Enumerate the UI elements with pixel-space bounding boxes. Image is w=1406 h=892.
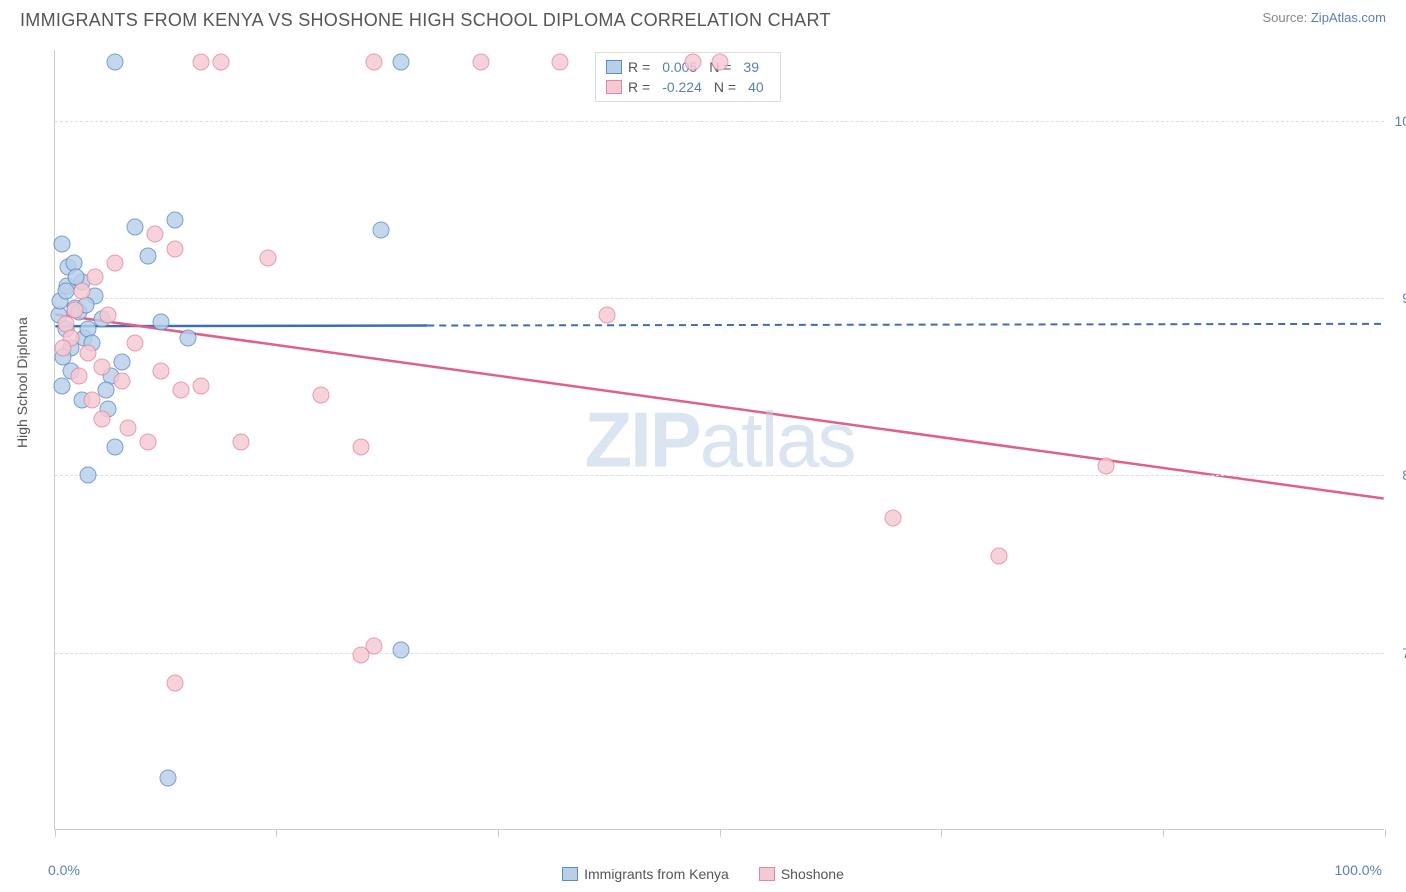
data-point-shoshone: [598, 306, 615, 323]
data-point-kenya: [113, 354, 130, 371]
data-point-shoshone: [213, 53, 230, 70]
data-point-shoshone: [352, 439, 369, 456]
x-tick: [1163, 829, 1164, 837]
legend-r-label: R =: [628, 79, 650, 95]
data-point-shoshone: [84, 391, 101, 408]
x-tick: [941, 829, 942, 837]
data-point-shoshone: [259, 250, 276, 267]
gridline: [55, 653, 1384, 654]
data-point-shoshone: [146, 226, 163, 243]
data-point-kenya: [140, 247, 157, 264]
regression-line-shoshone: [55, 314, 1383, 498]
data-point-shoshone: [80, 344, 97, 361]
data-point-shoshone: [1097, 458, 1114, 475]
data-point-shoshone: [93, 410, 110, 427]
data-point-shoshone: [685, 53, 702, 70]
x-tick: [1385, 829, 1386, 837]
data-point-shoshone: [54, 339, 71, 356]
legend-series: Immigrants from Kenya Shoshone: [0, 866, 1406, 882]
x-tick: [276, 829, 277, 837]
source-attribution: Source: ZipAtlas.com: [1262, 10, 1386, 25]
data-point-kenya: [372, 221, 389, 238]
chart-plot-area: ZIPatlas R =0.005N =39R =-0.224N =40 100…: [54, 50, 1384, 830]
y-tick-label: 77.5%: [1402, 645, 1406, 661]
legend-r-label: R =: [628, 59, 650, 75]
y-tick-label: 85.0%: [1402, 467, 1406, 483]
data-point-kenya: [53, 377, 70, 394]
y-tick-label: 92.5%: [1402, 290, 1406, 306]
legend-n-label: N =: [714, 79, 736, 95]
data-point-kenya: [106, 53, 123, 70]
legend-n-value: 39: [737, 59, 765, 75]
data-point-kenya: [180, 330, 197, 347]
x-tick: [720, 829, 721, 837]
gridline: [55, 475, 1384, 476]
data-point-shoshone: [120, 420, 137, 437]
data-point-shoshone: [73, 283, 90, 300]
data-point-shoshone: [106, 254, 123, 271]
data-point-kenya: [160, 770, 177, 787]
data-point-kenya: [126, 219, 143, 236]
legend-swatch-shoshone: [606, 80, 622, 94]
legend-stats-row-shoshone: R = -0.224 N = 40: [606, 77, 770, 97]
legend-label: Immigrants from Kenya: [584, 866, 729, 882]
data-point-shoshone: [93, 358, 110, 375]
x-tick: [498, 829, 499, 837]
legend-swatch-kenya: [562, 867, 578, 881]
legend-label: Shoshone: [781, 866, 844, 882]
data-point-shoshone: [712, 53, 729, 70]
legend-swatch-shoshone: [759, 867, 775, 881]
data-point-shoshone: [193, 377, 210, 394]
data-point-shoshone: [113, 372, 130, 389]
data-point-shoshone: [70, 368, 87, 385]
legend-item-kenya: Immigrants from Kenya: [562, 866, 729, 882]
y-axis-label: High School Diploma: [14, 317, 30, 448]
legend-item-shoshone: Shoshone: [759, 866, 844, 882]
legend-n-value: 40: [742, 79, 770, 95]
data-point-shoshone: [126, 335, 143, 352]
data-point-kenya: [392, 53, 409, 70]
data-point-shoshone: [313, 387, 330, 404]
legend-swatch-kenya: [606, 60, 622, 74]
data-point-kenya: [57, 283, 74, 300]
regression-line-dashed-kenya: [427, 324, 1383, 326]
source-link[interactable]: ZipAtlas.com: [1311, 10, 1386, 25]
data-point-shoshone: [166, 675, 183, 692]
chart-title: IMMIGRANTS FROM KENYA VS SHOSHONE HIGH S…: [20, 10, 831, 31]
data-point-shoshone: [352, 647, 369, 664]
data-point-shoshone: [140, 434, 157, 451]
data-point-kenya: [153, 313, 170, 330]
data-point-shoshone: [552, 53, 569, 70]
regression-line-kenya: [55, 326, 427, 327]
gridline: [55, 298, 1384, 299]
data-point-shoshone: [366, 53, 383, 70]
x-tick: [55, 829, 56, 837]
gridline: [55, 121, 1384, 122]
data-point-shoshone: [193, 53, 210, 70]
data-point-kenya: [392, 642, 409, 659]
legend-r-value: -0.224: [656, 79, 708, 95]
source-prefix: Source:: [1262, 10, 1310, 25]
data-point-shoshone: [173, 382, 190, 399]
data-point-shoshone: [86, 268, 103, 285]
y-tick-label: 100.0%: [1395, 113, 1406, 129]
data-point-shoshone: [166, 240, 183, 257]
regression-lines-svg: [55, 50, 1384, 829]
data-point-shoshone: [884, 510, 901, 527]
data-point-kenya: [53, 235, 70, 252]
data-point-kenya: [106, 439, 123, 456]
data-point-shoshone: [153, 363, 170, 380]
data-point-shoshone: [100, 306, 117, 323]
data-point-kenya: [80, 467, 97, 484]
data-point-kenya: [166, 212, 183, 229]
data-point-shoshone: [233, 434, 250, 451]
data-point-shoshone: [472, 53, 489, 70]
data-point-shoshone: [991, 547, 1008, 564]
